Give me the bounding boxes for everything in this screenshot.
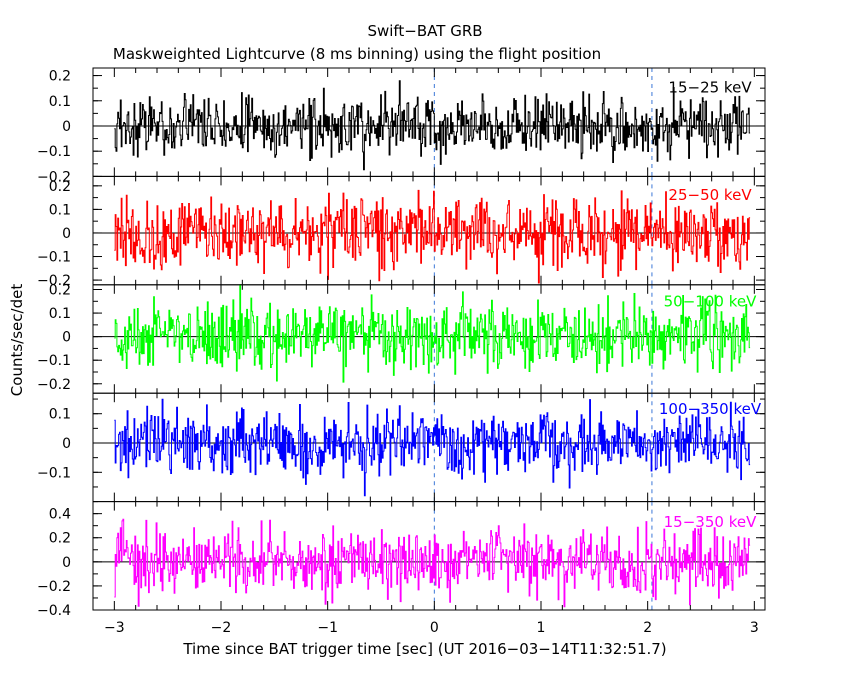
y-tick-label: 0: [62, 330, 71, 346]
series-line-1: [114, 80, 751, 171]
band-label: 15−350 keV: [664, 513, 757, 531]
y-tick-label: 0.2: [49, 69, 71, 85]
panel-2: −0.2 −0.1 0 0.1 0.2 25−50 keV: [37, 175, 766, 289]
y-tick-label: −0.1: [37, 250, 71, 266]
x-tick-label: −1: [317, 620, 338, 636]
panel-5: −0.4 −0.2 0 0.2 0.4 15−350 keV: [37, 501, 766, 619]
y-tick-label: −0.2: [37, 273, 71, 289]
panel-4: −0.1 0 0.1 100−350 keV: [37, 392, 766, 503]
series-line-4: [114, 398, 751, 497]
y-tick-label: −0.4: [37, 603, 71, 619]
x-axis-label: Time since BAT trigger time [sec] (UT 20…: [182, 640, 666, 658]
band-label: 100−350 keV: [659, 400, 762, 418]
series-line-5: [114, 518, 751, 608]
x-tick-label: −2: [211, 620, 232, 636]
y-tick-label: 0.4: [49, 507, 71, 523]
band-label: 50−100 keV: [664, 293, 757, 311]
y-tick-label: 0.2: [49, 531, 71, 547]
band-label: 15−25 keV: [668, 78, 752, 96]
y-tick-label: −0.1: [37, 353, 71, 369]
series-line-3: [114, 284, 751, 383]
panel-3: −0.2 −0.1 0 0.1 0.2 50−100 keV: [37, 283, 766, 394]
y-tick-label: 0: [62, 226, 71, 242]
y-tick-label: −0.2: [37, 169, 71, 185]
panels: −0.2 −0.1 0 0.1 0.2 15−25 keV −0.2 −0.1 0 0.1 0.2 2…: [37, 67, 766, 619]
chart-subtitle: Maskweighted Lightcurve (8 ms binning) u…: [113, 45, 601, 63]
y-tick-label: 0: [62, 555, 71, 571]
y-tick-label: 0.2: [49, 179, 71, 195]
x-tick-label: 1: [537, 620, 546, 636]
x-tick-label: 2: [643, 620, 652, 636]
y-tick-label: −0.1: [37, 465, 71, 481]
y-tick-label: −0.2: [37, 579, 71, 595]
y-tick-label: 0: [62, 119, 71, 135]
y-tick-label: −0.2: [37, 377, 71, 393]
y-tick-label: −0.1: [37, 144, 71, 160]
y-axis-label: Counts/sec/det: [8, 284, 26, 397]
x-tick-label: −3: [104, 620, 125, 636]
y-tick-label: 0: [62, 436, 71, 452]
y-tick-label: 0.1: [49, 407, 71, 423]
y-tick-label: 0.1: [49, 94, 71, 110]
series-line-2: [114, 189, 751, 284]
y-tick-label: 0.2: [49, 283, 71, 299]
panel-1: −0.2 −0.1 0 0.1 0.2 15−25 keV: [37, 67, 766, 185]
x-tick-label: 0: [430, 620, 439, 636]
chart-title: Swift−BAT GRB: [367, 22, 482, 40]
y-tick-label: 0.1: [49, 306, 71, 322]
x-tick-label: 3: [750, 620, 759, 636]
panel-frame: [92, 501, 766, 611]
y-tick-label: 0.1: [49, 202, 71, 218]
band-label: 25−50 keV: [668, 186, 752, 204]
x-axis: −3 −2 −1 0 1 2 3: [92, 68, 759, 636]
